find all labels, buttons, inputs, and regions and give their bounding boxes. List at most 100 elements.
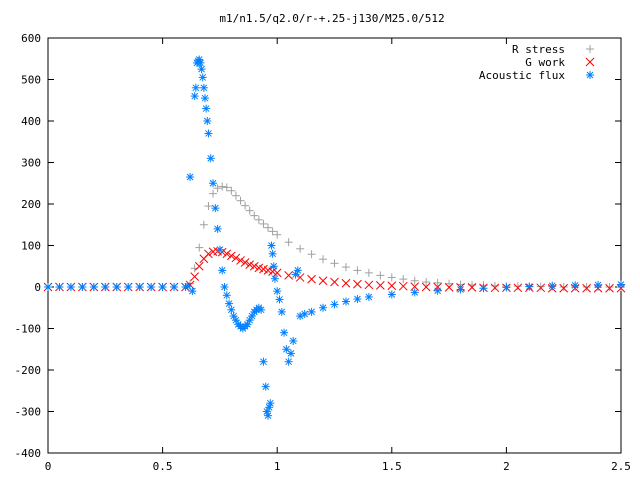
data-point: [198, 73, 207, 82]
data-point: [203, 117, 212, 125]
x-tick-label: 2: [503, 460, 510, 473]
data-point: [266, 399, 275, 408]
data-point: [236, 196, 245, 205]
data-point: [479, 284, 488, 293]
data-point: [456, 285, 465, 294]
axis-ticks: 0 0.5 1 1.5 2 2.5 -400 -300 -200 -100 0 100 200 300 40…: [15, 32, 631, 473]
data-point: [243, 320, 252, 329]
data-point: [284, 357, 293, 366]
data-point: [559, 283, 569, 293]
data-point: [536, 282, 545, 291]
data-point: [55, 283, 64, 291]
data-point: [89, 283, 98, 291]
x-tick-label: 0.5: [153, 460, 173, 473]
data-point: [269, 262, 278, 271]
data-point: [218, 182, 227, 191]
x-tick-label: 1: [274, 460, 281, 473]
data-point: [209, 189, 218, 198]
data-point: [445, 279, 454, 288]
data-point: [170, 283, 179, 291]
data-point: [286, 349, 295, 358]
data-point: [617, 280, 625, 289]
x-tick-label: 0: [45, 460, 52, 473]
y-tick-label: 200: [21, 198, 41, 211]
data-point: [101, 283, 110, 291]
data-point: [502, 283, 511, 292]
data-point: [78, 283, 87, 291]
data-point: [433, 286, 442, 295]
data-point: [284, 271, 294, 280]
data-point: [410, 276, 419, 285]
data-point: [206, 154, 215, 163]
data-point: [227, 305, 236, 314]
data-point: [364, 292, 373, 301]
data-point: [231, 316, 240, 325]
data-point: [254, 215, 263, 224]
data-point: [112, 283, 121, 291]
legend-marker: [586, 71, 594, 79]
data-point: [307, 250, 316, 259]
data-point: [273, 230, 282, 239]
data-point: [318, 276, 328, 286]
data-point: [421, 282, 431, 292]
data-point: [330, 300, 339, 309]
data-point: [605, 283, 614, 293]
y-tick-label: 0: [34, 281, 41, 294]
y-tick-label: 600: [21, 32, 41, 45]
data-point: [220, 283, 229, 291]
y-tick-label: 400: [21, 115, 41, 128]
data-point: [240, 258, 250, 267]
y-tick-label: -200: [15, 364, 42, 377]
data-point: [257, 305, 266, 314]
data-point: [548, 281, 557, 290]
data-point: [202, 104, 211, 113]
data-point: [201, 94, 210, 103]
data-point: [231, 253, 241, 263]
data-point: [268, 249, 277, 258]
data-point: [364, 280, 374, 290]
data-point: [571, 281, 580, 290]
data-point: [387, 273, 396, 282]
y-tick-label: -300: [15, 406, 42, 419]
y-tick-label: 100: [21, 240, 41, 253]
series-1: [44, 182, 625, 291]
data-point: [267, 241, 276, 250]
data-point: [375, 280, 385, 290]
data-point: [204, 129, 213, 138]
data-point: [490, 281, 499, 290]
legend-label: Acoustic flux: [479, 69, 565, 82]
data-point: [213, 184, 222, 193]
data-point: [296, 244, 305, 253]
data-point: [273, 287, 282, 296]
data-point: [195, 243, 204, 252]
data-point: [330, 277, 339, 287]
data-point: [190, 92, 199, 101]
data-point: [536, 283, 546, 293]
data-point: [433, 278, 442, 287]
data-point: [293, 266, 302, 275]
data-point: [605, 283, 614, 291]
data-point: [261, 382, 270, 391]
x-tick-label: 2.5: [611, 460, 631, 473]
data-point: [124, 283, 133, 291]
chart-title: m1/n1.5/q2.0/r-+.25-j130/M25.0/512: [219, 12, 444, 25]
data-point: [307, 307, 316, 316]
data-point: [330, 259, 339, 268]
data-point: [197, 65, 206, 74]
data-point: [259, 357, 268, 366]
data-point: [231, 191, 240, 200]
data-point: [236, 256, 245, 265]
data-point: [307, 274, 316, 284]
legend-label: G work: [525, 56, 565, 69]
data-point: [410, 288, 419, 297]
data-point: [249, 261, 259, 271]
data-point: [245, 316, 254, 325]
data-point: [398, 281, 408, 291]
data-point: [204, 249, 213, 259]
data-point: [353, 266, 362, 275]
data-point: [264, 223, 273, 232]
data-point: [467, 283, 477, 292]
data-point: [199, 220, 208, 229]
data-point: [222, 291, 231, 300]
y-tick-label: -400: [15, 447, 42, 460]
